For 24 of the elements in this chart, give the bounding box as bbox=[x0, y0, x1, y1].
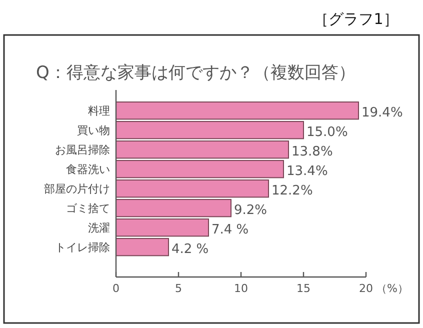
y-tick-label: 部屋の片付け bbox=[44, 182, 110, 196]
data-label: 12.2% bbox=[272, 184, 313, 199]
x-tick-label: 0 bbox=[112, 282, 120, 295]
y-tick-label: ゴミ捨て bbox=[66, 202, 110, 216]
y-tick-label: トイレ掃除 bbox=[55, 241, 110, 254]
y-tick-label: お風呂掃除 bbox=[55, 144, 110, 157]
y-tick-label: 食器洗い bbox=[66, 163, 110, 176]
data-label: 13.4% bbox=[286, 164, 328, 180]
data-label: 9.2% bbox=[234, 203, 268, 218]
text: ［グラフ1］ bbox=[314, 10, 398, 28]
y-tick-label: 洗濯 bbox=[88, 222, 110, 235]
x-tick-label: 10 bbox=[234, 282, 248, 295]
chart-title: Q：得意な家事は何ですか？（複数回答） bbox=[36, 63, 356, 83]
x-axis-title: （%） bbox=[376, 282, 408, 295]
data-label: 7.4 % bbox=[212, 222, 249, 238]
data-label: 15.0% bbox=[306, 125, 348, 140]
x-tick-label: 20 bbox=[359, 282, 373, 295]
data-label: 13.8% bbox=[292, 144, 333, 160]
y-tick-label: 買い物 bbox=[77, 124, 110, 138]
data-label: 19.4% bbox=[362, 106, 403, 121]
x-tick-label: 15 bbox=[296, 282, 310, 295]
x-tick-label: 5 bbox=[175, 282, 182, 295]
y-tick-label: 料理 bbox=[88, 104, 110, 118]
data-label: 4.2 % bbox=[172, 242, 209, 258]
